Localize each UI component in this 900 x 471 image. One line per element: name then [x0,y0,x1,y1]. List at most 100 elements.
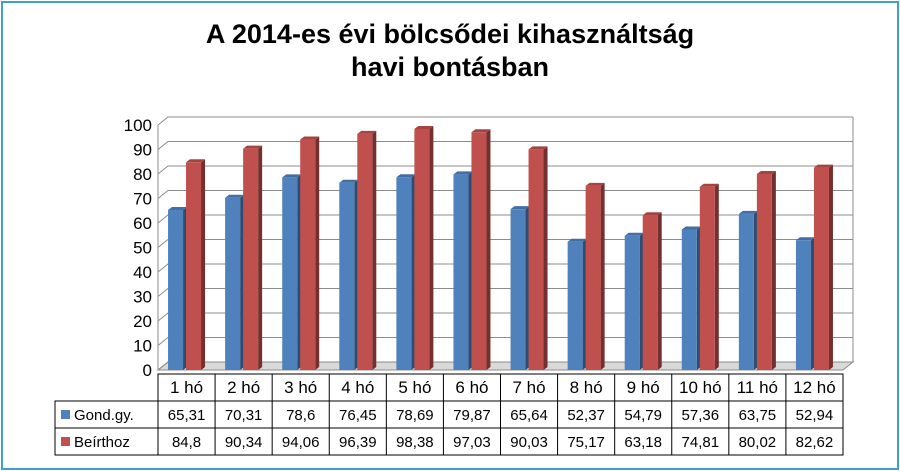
chart-title: A 2014-es évi bölcsődei kihasználtság ha… [0,18,900,84]
bar-side [372,130,377,370]
y-tick-label: 70 [133,190,152,209]
x-tick-label: 1 hó [170,378,203,397]
y-tick-label: 20 [133,312,152,331]
bar-side [315,136,320,370]
bar-top [624,232,644,236]
x-tick-label: 6 hó [455,378,488,397]
bar-gond [681,229,697,370]
bar-top [567,238,587,242]
chart-title-line2: havi bontásban [350,52,550,82]
bar-beirthoz [585,185,601,370]
data-label: 97,03 [453,434,491,451]
y-tick-label: 90 [133,141,152,160]
y-tick-label: 0 [143,361,152,380]
gridline [157,263,853,273]
bar-top [471,129,491,133]
x-tick-label: 3 hó [284,378,317,397]
bar-top [300,136,320,140]
bar-beirthoz [243,148,259,370]
x-tick-label: 8 hó [570,378,603,397]
data-label: 98,38 [396,434,434,451]
data-label: 63,18 [624,434,662,451]
bar-gond [624,235,640,370]
x-tick-label: 7 hó [512,378,545,397]
bar-gond [282,177,298,370]
bar-top [453,171,473,175]
data-label: 74,81 [682,434,720,451]
x-tick-label: 11 hó [737,378,778,397]
bar-top [357,130,377,134]
data-label: 94,06 [282,434,320,451]
bar-gond [225,197,241,370]
data-label: 84,8 [172,434,201,451]
plot-back-wall [158,117,853,370]
y-tick-label: 50 [133,239,152,258]
bar-side [201,159,206,370]
data-label: 63,75 [739,407,777,424]
bar-gond [453,174,469,370]
data-label: 75,17 [567,434,605,451]
legend-label: Beírthoz [74,434,130,451]
data-label: 78,6 [286,407,315,424]
data-label: 90,34 [225,434,263,451]
gridline [157,337,853,346]
bar-top [225,194,245,198]
gridline [157,165,853,175]
bar-top [699,183,719,187]
x-tick-label: 2 hó [227,378,260,397]
bar-top [282,174,302,178]
data-label: 65,64 [510,407,548,424]
bar-top [585,182,605,186]
bar-top [243,145,263,149]
bar-beirthoz [813,167,829,370]
bar-side [486,129,491,370]
bar-side [657,212,662,370]
bar-top [681,226,701,230]
y-tick-label: 10 [133,337,152,356]
x-tick-label: 9 hó [627,378,660,397]
x-tick-label: 5 hó [398,378,431,397]
data-label: 65,31 [168,407,206,424]
gridline [157,361,853,371]
data-label: 57,36 [682,407,720,424]
bar-top [813,164,833,168]
bar-gond [396,177,412,370]
data-label: 52,94 [796,407,834,424]
bar-gond [738,213,754,370]
gridline [157,190,853,199]
gridline [157,141,853,150]
bar-gond [510,209,526,370]
bar-side [600,182,605,370]
bar-beirthoz [756,173,772,370]
y-tick-label: 80 [133,165,152,184]
legend-swatch [61,410,70,419]
bar-gond [567,241,583,370]
data-label: 54,79 [624,407,662,424]
bar-side [828,164,833,370]
legend-swatch [61,437,70,446]
y-tick-label: 30 [133,288,152,307]
gridline [157,288,853,297]
data-label: 79,87 [453,407,491,424]
data-label: 76,45 [339,407,377,424]
bar-top [510,206,530,210]
bar-beirthoz [300,139,316,370]
gridline [157,239,853,248]
legend-label: Gond.gy. [74,407,134,424]
gridline [157,312,853,322]
bar-top [642,212,662,216]
bar-beirthoz [186,162,202,370]
bar-top [168,206,188,210]
data-label: 96,39 [339,434,377,451]
x-tick-label: 12 hó [793,378,836,397]
y-tick-label: 60 [133,214,152,233]
bar-beirthoz [642,215,658,370]
y-tick-label: 100 [124,116,152,135]
bar-beirthoz [414,128,430,370]
y-tick-label: 40 [133,263,152,282]
bar-beirthoz [528,149,544,370]
bar-top [795,237,815,241]
chart-title-line1: A 2014-es évi bölcsődei kihasználtság [205,19,695,49]
gridline [157,214,853,224]
